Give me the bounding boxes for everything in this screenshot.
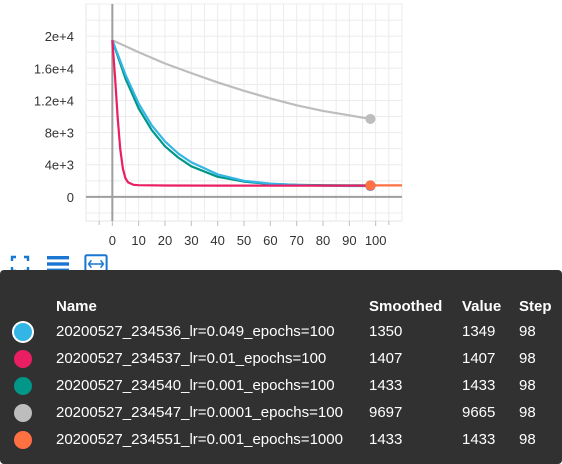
- tooltip-row: 20200527_234551_lr=0.001_epochs=1000 143…: [14, 426, 559, 453]
- run-name: 20200527_234536_lr=0.049_epochs=100: [56, 323, 335, 340]
- raw-value: 9665: [462, 404, 496, 421]
- fullscreen-button[interactable]: [8, 253, 32, 275]
- header-name: Name: [56, 297, 97, 315]
- x-axis-ticks: 0 10 20 30 40 50 60 70 80 90 100: [98, 221, 390, 248]
- run-color-dot: [14, 430, 32, 449]
- tooltip-row: 20200527_234547_lr=0.0001_epochs=100 969…: [14, 399, 559, 426]
- run-name: 20200527_234547_lr=0.0001_epochs=100: [56, 404, 343, 421]
- chart-markers: [365, 113, 376, 192]
- smoothed-value: 1407: [369, 350, 403, 367]
- step-value: 98: [519, 431, 536, 448]
- x-tick-label: 50: [237, 233, 251, 248]
- x-tick-label: 60: [263, 233, 277, 248]
- header-smoothed: Smoothed: [369, 297, 443, 315]
- x-tick-label: 40: [210, 233, 224, 248]
- run-color-dot: [14, 349, 32, 368]
- header-step: Step: [519, 297, 552, 315]
- run-color-cell: [14, 318, 56, 345]
- line-chart[interactable]: 0 4e+3 8e+3 1.2e+4 1.6e+4 2e+4 0 10 20 30 40 50 60 7…: [0, 0, 562, 270]
- raw-value: 1349: [462, 323, 496, 340]
- step-value: 98: [519, 404, 536, 421]
- y-tick-label: 8e+3: [45, 126, 74, 141]
- step-value: 98: [519, 350, 536, 367]
- tooltip-row: 20200527_234540_lr=0.001_epochs=100 1433…: [14, 372, 559, 399]
- smoothed-value: 9697: [369, 404, 403, 421]
- x-tick-label: 20: [158, 233, 172, 248]
- y-tick-label: 0: [67, 190, 74, 205]
- x-tick-label: 0: [109, 233, 116, 248]
- x-tick-label: 100: [365, 233, 387, 248]
- series-line: [111, 40, 371, 187]
- tooltip-header-row: Name Smoothed Value Step: [14, 294, 559, 318]
- run-name: 20200527_234551_lr=0.001_epochs=1000: [56, 431, 343, 448]
- run-color-dot: [14, 322, 32, 341]
- smoothed-value: 1433: [369, 377, 403, 394]
- x-tick-label: 90: [342, 233, 356, 248]
- fullscreen-icon: [10, 255, 30, 273]
- run-color-dot: [14, 403, 32, 422]
- run-name: 20200527_234540_lr=0.001_epochs=100: [56, 377, 335, 394]
- header-value: Value: [462, 297, 502, 315]
- tooltip-table: Name Smoothed Value Step 20200527_234536…: [14, 294, 559, 453]
- x-tick-label: 30: [184, 233, 198, 248]
- raw-value: 1433: [462, 377, 496, 394]
- y-tick-label: 1.6e+4: [34, 61, 74, 76]
- x-tick-label: 10: [131, 233, 145, 248]
- raw-value: 1433: [462, 431, 496, 448]
- x-tick-label: 70: [289, 233, 303, 248]
- highlight-marker: [365, 113, 376, 124]
- run-color-cell: [14, 399, 56, 426]
- tooltip-row: 20200527_234536_lr=0.049_epochs=100 1350…: [14, 318, 559, 345]
- header-color: [14, 294, 56, 318]
- run-color-dot: [14, 376, 32, 395]
- y-tick-label: 4e+3: [45, 158, 74, 173]
- x-tick-label: 80: [316, 233, 330, 248]
- run-name: 20200527_234537_lr=0.01_epochs=100: [56, 350, 327, 367]
- highlight-marker: [365, 180, 376, 191]
- step-value: 98: [519, 323, 536, 340]
- y-tick-label: 2e+4: [45, 29, 74, 44]
- smoothed-value: 1350: [369, 323, 403, 340]
- chart-grid: [85, 3, 403, 222]
- run-color-cell: [14, 372, 56, 399]
- smoothed-value: 1433: [369, 431, 403, 448]
- y-axis-ticks: 0 4e+3 8e+3 1.2e+4 1.6e+4 2e+4: [34, 29, 74, 205]
- chart-series: [111, 39, 402, 188]
- chart-tooltip: Name Smoothed Value Step 20200527_234536…: [0, 270, 562, 464]
- raw-value: 1407: [462, 350, 496, 367]
- run-color-cell: [14, 345, 56, 372]
- run-color-cell: [14, 426, 56, 453]
- series-line: [111, 39, 371, 121]
- step-value: 98: [519, 377, 536, 394]
- tooltip-row: 20200527_234537_lr=0.01_epochs=100 1407 …: [14, 345, 559, 372]
- y-tick-label: 1.2e+4: [34, 93, 74, 108]
